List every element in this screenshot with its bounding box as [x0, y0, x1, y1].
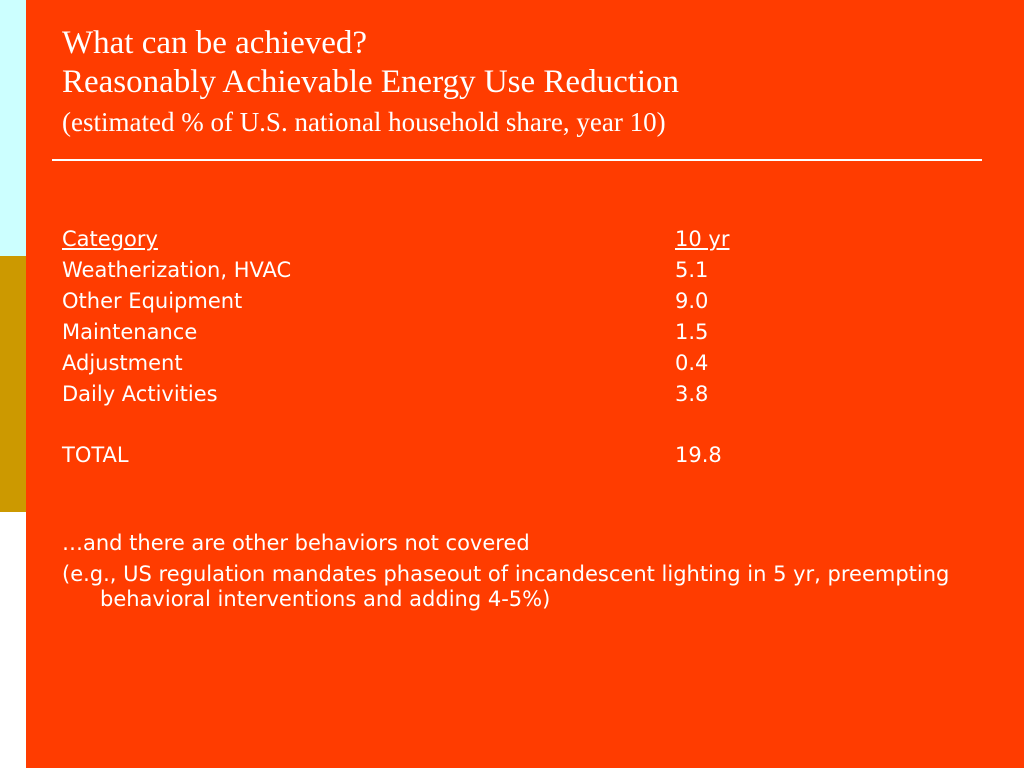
- slide-subtitle-note: (estimated % of U.S. national household …: [62, 107, 666, 137]
- row-category: Weatherization, HVAC: [62, 258, 292, 282]
- row-value: 3.8: [675, 382, 709, 406]
- table-row: Other Equipment 9.0: [62, 286, 942, 317]
- row-value: 9.0: [675, 289, 709, 313]
- slide: What can be achieved? Reasonably Achieva…: [26, 0, 1024, 768]
- reduction-table: Category 10 yr Weatherization, HVAC 5.1 …: [62, 224, 942, 471]
- table-total-row: TOTAL 19.8: [62, 440, 942, 471]
- table-row: Weatherization, HVAC 5.1: [62, 255, 942, 286]
- table-spacer: [62, 410, 942, 440]
- table-row: Maintenance 1.5: [62, 317, 942, 348]
- table-row: Daily Activities 3.8: [62, 379, 942, 410]
- notes-block: …and there are other behaviors not cover…: [62, 531, 962, 612]
- sidebar-gold-block: [0, 256, 26, 512]
- column-header-category: Category: [62, 227, 158, 251]
- row-category: Maintenance: [62, 320, 198, 344]
- row-value: 5.1: [675, 258, 709, 282]
- total-label: TOTAL: [62, 443, 129, 467]
- row-category: Other Equipment: [62, 289, 243, 313]
- decorative-sidebar: [0, 0, 26, 768]
- sidebar-white-block: [0, 512, 26, 768]
- row-category: Adjustment: [62, 351, 183, 375]
- title-block: What can be achieved? Reasonably Achieva…: [62, 24, 952, 140]
- note-example: (e.g., US regulation mandates phaseout o…: [62, 562, 950, 611]
- row-value: 1.5: [675, 320, 709, 344]
- table-row: Adjustment 0.4: [62, 348, 942, 379]
- sidebar-cyan-block: [0, 0, 26, 256]
- total-value: 19.8: [675, 443, 722, 467]
- row-category: Daily Activities: [62, 382, 218, 406]
- table-header-row: Category 10 yr: [62, 224, 942, 255]
- slide-title: What can be achieved?: [62, 25, 368, 61]
- column-header-value: 10 yr: [675, 227, 730, 251]
- slide-subtitle: Reasonably Achievable Energy Use Reducti…: [62, 64, 680, 100]
- title-divider: [52, 159, 982, 161]
- note-line: …and there are other behaviors not cover…: [62, 531, 530, 555]
- row-value: 0.4: [675, 351, 709, 375]
